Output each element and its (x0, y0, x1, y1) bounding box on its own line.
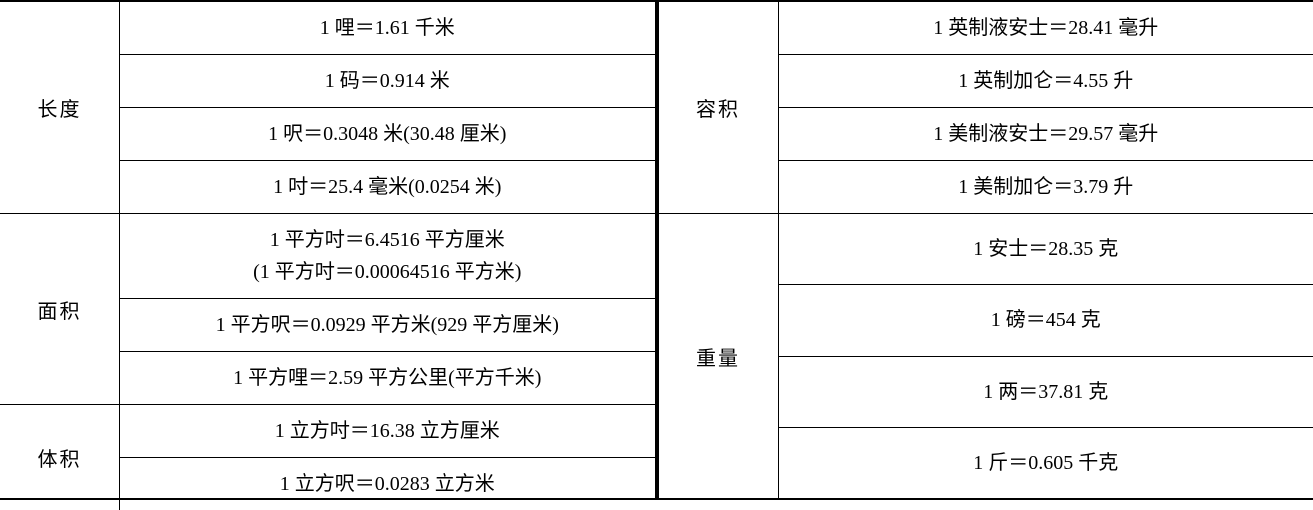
category-label: 长度 (0, 2, 120, 213)
right-table: 容积 1 英制液安士＝28.41 毫升 1 英制加仑＝4.55 升 1 美制液安… (657, 0, 1313, 500)
conversion-row: 1 英制加仑＝4.55 升 (779, 55, 1313, 108)
conversion-row: 1 英制液安士＝28.41 毫升 (779, 2, 1313, 55)
section-capacity: 容积 1 英制液安士＝28.41 毫升 1 英制加仑＝4.55 升 1 美制液安… (659, 2, 1313, 214)
category-label: 容积 (659, 2, 779, 213)
rows-volume: 1 立方吋＝16.38 立方厘米 1 立方呎＝0.0283 立方米 (120, 405, 655, 510)
conversion-row: 1 美制液安士＝29.57 毫升 (779, 108, 1313, 161)
rows-weight: 1 安士＝28.35 克 1 磅＝454 克 1 两＝37.81 克 1 斤＝0… (779, 214, 1313, 498)
conversion-row: 1 安士＝28.35 克 (779, 214, 1313, 285)
conversion-row: 1 磅＝454 克 (779, 285, 1313, 356)
section-length: 长度 1 哩＝1.61 千米 1 码＝0.914 米 1 呎＝0.3048 米(… (0, 2, 655, 214)
left-table: 长度 1 哩＝1.61 千米 1 码＝0.914 米 1 呎＝0.3048 米(… (0, 0, 657, 500)
section-weight: 重量 1 安士＝28.35 克 1 磅＝454 克 1 两＝37.81 克 1 … (659, 214, 1313, 498)
rows-capacity: 1 英制液安士＝28.41 毫升 1 英制加仑＝4.55 升 1 美制液安士＝2… (779, 2, 1313, 213)
conversion-row: 1 码＝0.914 米 (120, 55, 655, 108)
conversion-row: 1 吋＝25.4 毫米(0.0254 米) (120, 161, 655, 213)
category-label: 重量 (659, 214, 779, 498)
conversion-row: 1 斤＝0.605 千克 (779, 428, 1313, 498)
conversion-row: 1 两＝37.81 克 (779, 357, 1313, 428)
section-volume: 体积 1 立方吋＝16.38 立方厘米 1 立方呎＝0.0283 立方米 (0, 405, 655, 510)
conversion-row: 1 立方吋＝16.38 立方厘米 (120, 405, 655, 458)
category-label: 面积 (0, 214, 120, 404)
conversion-row: 1 呎＝0.3048 米(30.48 厘米) (120, 108, 655, 161)
conversion-row: 1 美制加仑＝3.79 升 (779, 161, 1313, 213)
conversion-row: 1 立方呎＝0.0283 立方米 (120, 458, 655, 510)
conversion-row: 1 平方哩＝2.59 平方公里(平方千米) (120, 352, 655, 404)
rows-length: 1 哩＝1.61 千米 1 码＝0.914 米 1 呎＝0.3048 米(30.… (120, 2, 655, 213)
category-label: 体积 (0, 405, 120, 510)
conversion-row: 1 平方吋＝6.4516 平方厘米 (1 平方吋＝0.00064516 平方米) (120, 214, 655, 299)
rows-area: 1 平方吋＝6.4516 平方厘米 (1 平方吋＝0.00064516 平方米)… (120, 214, 655, 404)
conversion-row: 1 平方呎＝0.0929 平方米(929 平方厘米) (120, 299, 655, 352)
conversion-row: 1 哩＝1.61 千米 (120, 2, 655, 55)
section-area: 面积 1 平方吋＝6.4516 平方厘米 (1 平方吋＝0.00064516 平… (0, 214, 655, 405)
